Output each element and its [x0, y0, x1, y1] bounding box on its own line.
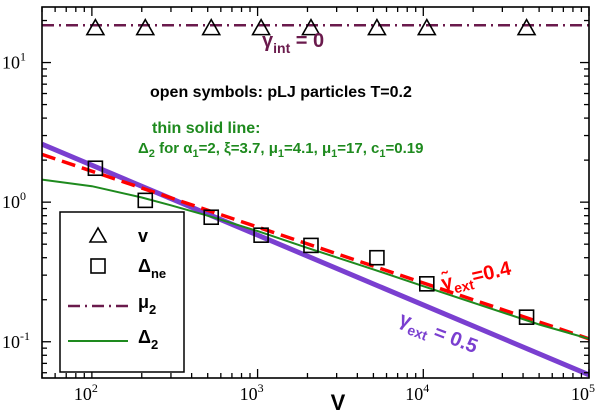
legend-mu2-label: μ2: [138, 292, 156, 317]
x-tick-label: 103: [240, 381, 264, 404]
gamma-ext-0.4-annotation: γ̃ext=0.4: [439, 255, 515, 298]
v-triangle-marker: [85, 18, 106, 36]
delta-ne-square-marker: [253, 227, 269, 243]
y-tick-label: 10-1: [2, 329, 30, 352]
v-triangle-marker: [416, 18, 437, 36]
y-tick-label: 101: [2, 50, 26, 73]
delta-ne-square-marker: [137, 192, 154, 209]
plot-frame: [41, 6, 590, 379]
gamma-ext-0.5-line: [42, 141, 589, 378]
delta-ne-square-marker: [203, 209, 220, 226]
legend-box: [59, 211, 185, 373]
v-triangle-marker: [201, 18, 222, 36]
x-tick-label: 105: [571, 381, 595, 404]
v-triangle-marker: [301, 18, 321, 36]
delta-ne-square-marker: [369, 249, 385, 266]
delta-ne-square-marker: [518, 309, 535, 325]
legend-delta-ne-label: Δne: [138, 256, 166, 281]
plot-area: [42, 18, 589, 378]
delta-ne-square-markers: [87, 160, 535, 325]
x-axis-label: V: [331, 390, 346, 414]
legend-v-triangle: [88, 226, 108, 243]
legend-v-label: v: [138, 226, 148, 246]
v-triangle-marker: [135, 18, 156, 36]
gamma-ext-0.4-dashed-line: [42, 152, 589, 341]
open-symbols-annotation: open symbols: pLJ particles T=0.2: [150, 84, 412, 101]
gamma-ext-0.5-annotation: γext = 0.5: [395, 308, 481, 362]
legend: v Δne μ2 Δ2: [59, 211, 185, 373]
delta-ne-square-marker: [419, 276, 435, 292]
y-tick-label: 100: [2, 189, 26, 212]
delta2-parameters-annotation: Δ2 for α1=2, ξ=3.7, μ1=4.1, μ1=17, c1=0.…: [138, 140, 423, 160]
delta-ne-square-marker: [303, 237, 319, 254]
v-triangle-marker: [251, 18, 271, 36]
x-tick-label: 104: [405, 381, 429, 404]
v-triangle-marker: [516, 18, 537, 36]
delta2-thin-line: [42, 178, 589, 340]
v-triangle-markers: [85, 18, 537, 36]
legend-delta-ne-square: [90, 258, 106, 274]
x-tick-label: 102: [74, 381, 98, 404]
legend-delta2-label: Δ2: [138, 327, 158, 352]
v-triangle-marker: [367, 18, 387, 36]
gamma-int-annotation: γint = 0: [262, 30, 324, 56]
thin-solid-line-annotation: thin solid line:: [152, 120, 260, 137]
delta-ne-square-marker: [87, 160, 104, 177]
